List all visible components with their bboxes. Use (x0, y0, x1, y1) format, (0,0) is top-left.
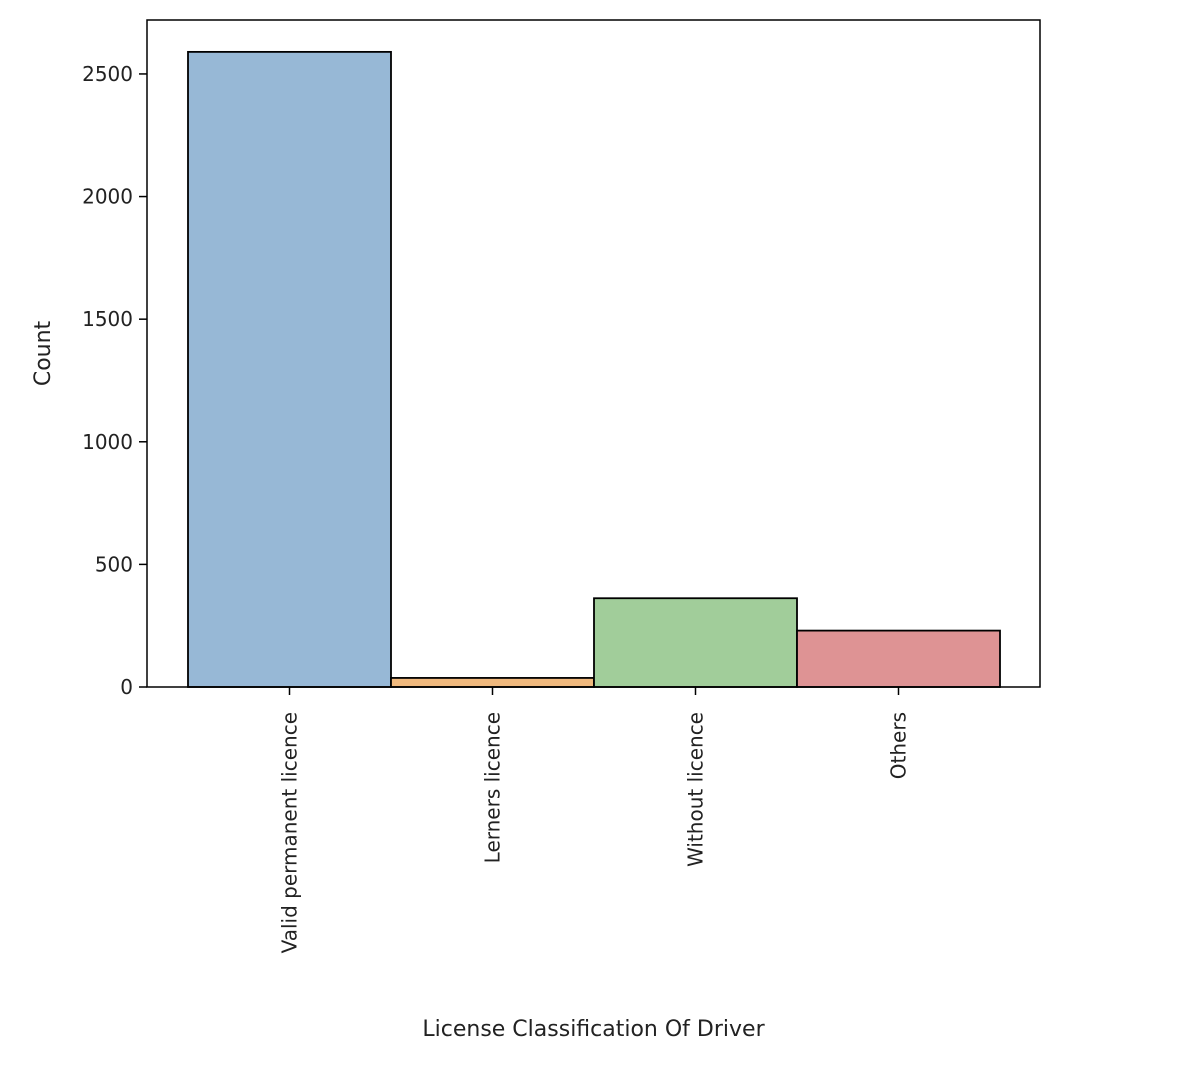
y-axis-label: Count (31, 320, 56, 386)
plot-frame (146, 19, 1041, 688)
y-tick-label: 2000 (82, 185, 133, 209)
y-tick-label: 1500 (82, 307, 133, 331)
x-axis: Valid permanent licence Lerners licence Wi… (278, 687, 911, 953)
x-tick-label: Others (887, 712, 911, 779)
x-tick-label: Valid permanent licence (278, 712, 302, 953)
x-tick-label: Without licence (684, 712, 708, 867)
y-tick-label: 2500 (82, 62, 133, 86)
bar-lerners-licence (390, 677, 595, 688)
bar-valid-permanent-licence (187, 50, 392, 688)
x-axis-label: License Classification Of Driver (422, 1017, 765, 1042)
y-tick-label: 0 (120, 675, 133, 699)
bar-without-licence (593, 597, 798, 688)
y-tick-label: 500 (95, 552, 133, 576)
y-tick-label: 1000 (82, 430, 133, 454)
bars-group (187, 50, 1001, 688)
bar-others (796, 629, 1001, 688)
x-tick-label: Lerners licence (481, 712, 505, 863)
y-axis: 0 500 1000 1500 2000 2500 (82, 62, 147, 699)
